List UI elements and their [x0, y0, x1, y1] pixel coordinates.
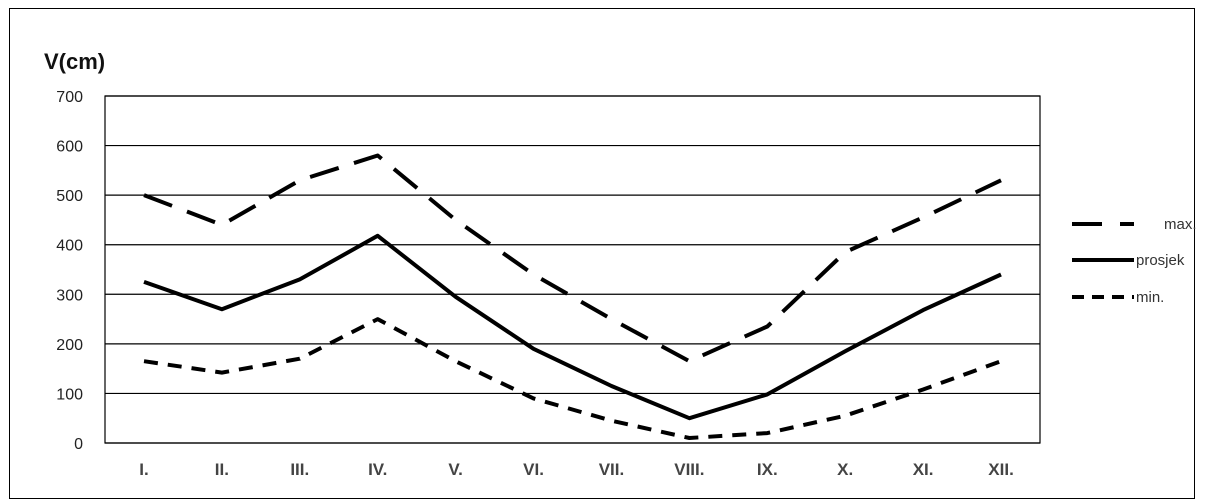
- x-tick-label: VII.: [599, 460, 625, 479]
- plot-area: [104, 95, 1041, 444]
- legend-label: min.: [1136, 289, 1164, 306]
- y-axis-label: V(cm): [44, 49, 105, 74]
- x-tick-label: X.: [837, 460, 853, 479]
- series-line-1: [143, 233, 1002, 421]
- gridlines: [105, 95, 1040, 444]
- y-tick-label: 0: [74, 436, 83, 453]
- y-tick-label: 600: [56, 139, 83, 156]
- y-tick-label: 100: [56, 386, 83, 403]
- y-tick-label: 300: [56, 287, 83, 304]
- y-tick-label: 400: [56, 238, 83, 255]
- legend-label: prosjek: [1136, 252, 1185, 269]
- y-axis-ticks: 0 100 200 300 400 500 600 700: [56, 89, 83, 453]
- legend: max. prosjek min.: [1072, 216, 1197, 306]
- x-tick-label: XII.: [988, 460, 1014, 479]
- x-tick-label: IV.: [368, 460, 387, 479]
- x-tick-label: IX.: [757, 460, 778, 479]
- x-tick-label: VIII.: [674, 460, 704, 479]
- y-tick-label: 500: [56, 188, 83, 205]
- series-line-2: [143, 317, 1002, 440]
- x-tick-label: VI.: [523, 460, 544, 479]
- x-tick-label: II.: [215, 460, 229, 479]
- x-axis-ticks: I. II. III. IV. V. VI. VII. VIII. IX. X. XI. XII.: [139, 460, 1014, 479]
- series-lines: [143, 153, 1002, 440]
- x-tick-label: XI.: [913, 460, 934, 479]
- y-tick-label: 700: [56, 89, 83, 106]
- x-tick-label: I.: [139, 460, 148, 479]
- series-line-0: [143, 153, 1002, 364]
- x-tick-label: V.: [448, 460, 463, 479]
- y-tick-label: 200: [56, 337, 83, 354]
- x-tick-label: III.: [290, 460, 309, 479]
- legend-label: max.: [1164, 216, 1197, 233]
